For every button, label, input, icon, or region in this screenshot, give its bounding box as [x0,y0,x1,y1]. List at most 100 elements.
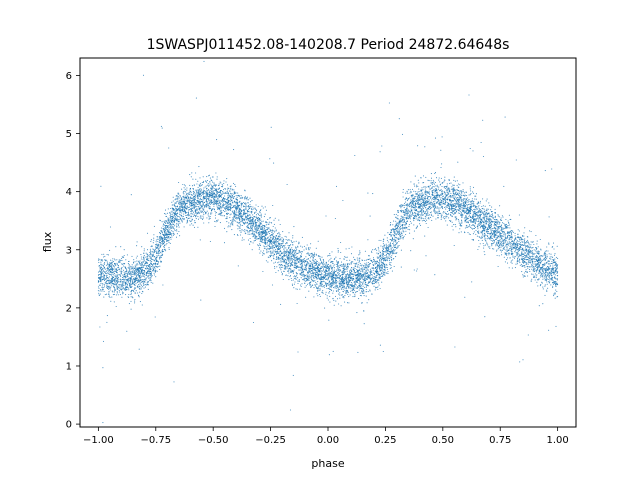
scatter-point [130,270,132,272]
scatter-point [150,253,152,255]
scatter-point [374,248,377,250]
scatter-point [396,233,398,235]
scatter-point [453,187,455,189]
scatter-point [180,206,182,208]
scatter-point [331,285,333,287]
scatter-point [287,275,289,277]
scatter-point [420,214,422,217]
scatter-point [438,201,440,203]
scatter-point [143,270,145,272]
scatter-point [193,193,195,195]
scatter-point [110,268,112,270]
scatter-point [469,188,471,190]
scatter-point [279,223,281,226]
scatter-point [557,295,559,298]
scatter-point [127,272,129,274]
scatter-point [192,198,194,200]
scatter-point [460,198,462,200]
scatter-point [174,199,176,201]
scatter-point [153,225,155,227]
scatter-point [403,207,405,209]
scatter-point [421,220,423,222]
scatter-point [123,254,125,257]
scatter-point [401,219,404,221]
scatter-point [289,245,291,247]
scatter-point [543,275,545,277]
scatter-point [238,206,240,208]
scatter-point [522,276,524,278]
scatter-point [310,263,312,265]
scatter-point [225,207,227,209]
scatter-point [502,216,504,218]
scatter-point [295,276,297,278]
scatter-point [195,97,197,99]
scatter-point [298,280,300,282]
scatter-point [463,211,465,213]
scatter-point [398,223,400,225]
scatter-point [373,278,375,280]
scatter-point [219,222,221,224]
scatter-point [191,194,193,196]
scatter-point [554,276,556,278]
scatter-point [373,260,375,262]
scatter-point [376,280,379,282]
scatter-point [234,217,236,220]
scatter-point [555,289,557,291]
scatter-point [547,260,550,262]
scatter-point [389,267,391,270]
scatter-point [362,270,364,272]
scatter-point [281,237,283,239]
scatter-point [513,257,516,259]
scatter-point [280,269,282,271]
scatter-point [279,243,281,245]
scatter-point [369,215,371,217]
scatter-point [506,254,508,256]
scatter-point [275,240,277,242]
scatter-point [390,258,393,260]
scatter-point [346,265,348,267]
scatter-point [453,213,455,215]
scatter-point [145,277,147,279]
scatter-point [359,262,361,265]
scatter-point [178,193,180,195]
scatter-point [228,222,230,224]
scatter-point [404,224,406,226]
scatter-point [153,272,155,274]
scatter-point [208,206,210,208]
scatter-point [319,287,321,289]
scatter-point [377,279,379,281]
scatter-point [240,214,242,216]
scatter-point [219,199,221,201]
scatter-point [402,188,404,191]
scatter-point [131,255,133,257]
scatter-point [224,208,226,211]
scatter-point [214,195,216,197]
scatter-point [106,284,108,286]
scatter-point [361,270,363,272]
scatter-point [507,242,509,245]
scatter-point [295,240,297,242]
scatter-point [383,263,385,265]
scatter-point [290,251,292,253]
scatter-point [537,285,539,287]
scatter-point [525,256,527,258]
scatter-point [172,231,174,233]
scatter-point [442,208,444,210]
scatter-point [384,267,386,269]
scatter-point [187,211,190,213]
scatter-point [523,250,525,252]
scatter-point [313,261,315,263]
scatter-point [327,255,329,257]
scatter-point [346,259,348,261]
scatter-point [187,217,189,219]
scatter-point [244,198,246,200]
scatter-point [532,273,534,275]
scatter-point [149,279,151,281]
scatter-point [518,260,520,262]
scatter-point [308,253,310,255]
scatter-point [430,211,432,213]
scatter-point [344,295,346,297]
scatter-point [305,248,307,250]
scatter-point [207,212,209,214]
scatter-point [289,409,292,411]
